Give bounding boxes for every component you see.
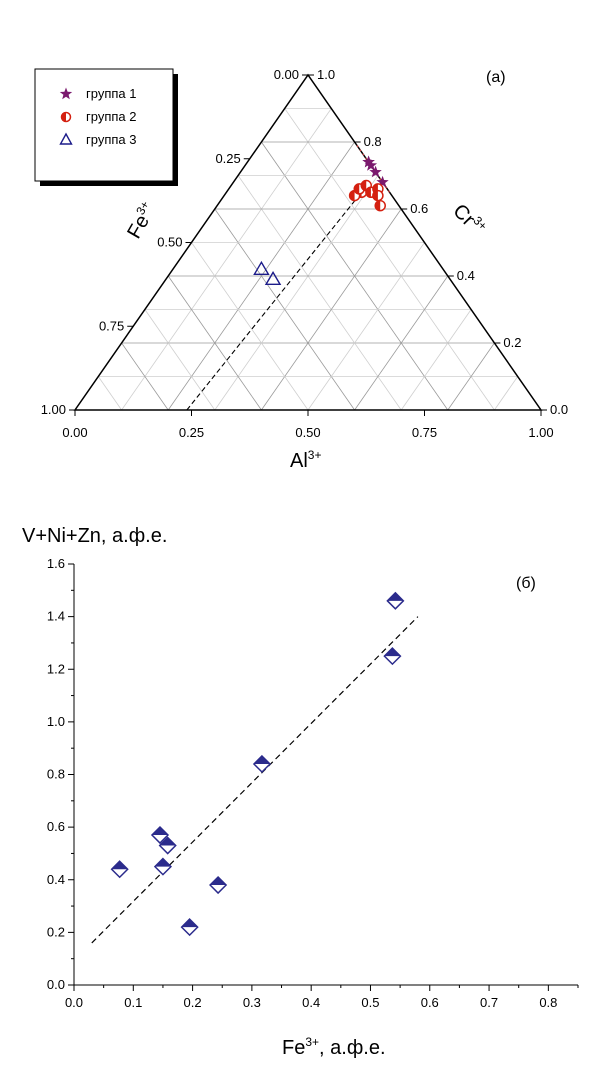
- legend-box: [34, 68, 174, 182]
- legend-label-group-2: группа 2: [86, 109, 136, 124]
- trend-line-dashed: [91, 616, 419, 944]
- y-tick-label: 0.2: [47, 924, 65, 939]
- grid-line-fe: [121, 342, 169, 411]
- x-tick-label: 0.3: [243, 995, 261, 1010]
- grid-line-al: [307, 242, 425, 411]
- al-tick-label: 0.25: [179, 425, 204, 440]
- x-tick-label: 0.7: [480, 995, 498, 1010]
- y-tick-label: 0.0: [47, 977, 65, 992]
- scatter-trend-line: [91, 616, 419, 944]
- legend: группа 1 группа 2 группа 3: [34, 68, 178, 186]
- x-tick-label: 0.1: [124, 995, 142, 1010]
- data-point: [150, 825, 170, 845]
- x-tick-label: 0.8: [539, 995, 557, 1010]
- cr-tick-label: 0.6: [410, 201, 428, 216]
- x-tick-label: 0.0: [65, 995, 83, 1010]
- point-group-2: [374, 199, 386, 212]
- y-axis-title: V+Ni+Zn, а.ф.е.: [22, 525, 167, 547]
- data-point: [383, 647, 402, 666]
- al-tick-label: 0.50: [295, 425, 320, 440]
- fe-tick-label: 0.00: [274, 67, 299, 82]
- x-tick-label: 0.2: [184, 995, 202, 1010]
- x-tick-label: 0.4: [302, 995, 320, 1010]
- grid-line-al: [494, 376, 519, 411]
- grid-line-al: [447, 342, 495, 411]
- point-group-1: [376, 175, 389, 188]
- grid-line-fe: [167, 275, 262, 411]
- data-point: [252, 754, 272, 774]
- grid-line-al: [121, 108, 332, 411]
- al-tick-label: 1.00: [528, 425, 553, 440]
- y-tick-label: 0.8: [47, 767, 65, 782]
- ternary-points: [253, 155, 389, 286]
- fe-tick-label: 1.00: [41, 402, 66, 417]
- point-group-1: [362, 155, 375, 168]
- cr-tick-label: 1.0: [317, 67, 335, 82]
- legend-entry-group-2: группа 2: [60, 109, 136, 124]
- cr-tick-label: 0.2: [503, 335, 521, 350]
- point-group-1: [364, 158, 378, 171]
- x-tick-label: 0.6: [421, 995, 439, 1010]
- data-point: [386, 591, 405, 610]
- grid-line-al: [354, 275, 449, 411]
- grid-line-fe: [284, 108, 495, 411]
- data-point: [110, 860, 129, 879]
- fe-tick-label: 0.25: [215, 151, 240, 166]
- y-tick-label: 0.6: [47, 819, 65, 834]
- panel-label-b: (б): [516, 575, 536, 592]
- cr-tick-label: 0.0: [550, 402, 568, 417]
- al-axis-title: Al3+: [290, 448, 321, 470]
- legend-label-group-3: группа 3: [86, 132, 136, 147]
- grid-line-fe: [191, 242, 309, 411]
- star-icon: [59, 87, 73, 100]
- y-tick-label: 1.2: [47, 661, 65, 676]
- scatter-points: [110, 591, 405, 937]
- scatter-axes: 0.0 0.1 0.2 0.3 0.4 0.5 0.6 0.7 0.8 0.0 0.2 0.4 0.6 0…: [47, 556, 579, 1010]
- grid-line-fe: [144, 309, 216, 411]
- legend-entry-group-3: группа 3: [59, 132, 136, 147]
- trend-line-black-dashed: [186, 191, 363, 411]
- point-group-2: [365, 186, 377, 198]
- y-tick-label: 1.0: [47, 714, 65, 729]
- al-tick-label: 0.75: [412, 425, 437, 440]
- al-tick-label: 0.00: [62, 425, 87, 440]
- grid-line-fe: [237, 175, 402, 411]
- data-point: [209, 875, 228, 895]
- data-point: [153, 857, 173, 876]
- y-tick-label: 1.4: [47, 609, 65, 624]
- point-group-3: [264, 270, 282, 286]
- legend-entry-group-1: группа 1: [59, 86, 136, 101]
- legend-label-group-1: группа 1: [86, 86, 136, 101]
- half-filled-circle-icon: [60, 111, 72, 123]
- x-axis-title: Fe3+, а.ф.е.: [282, 1035, 386, 1059]
- point-group-2: [372, 189, 384, 202]
- fe-axis-title: Fe3+: [122, 198, 161, 242]
- cr-axis-title: Cr3+: [448, 199, 490, 241]
- panel-label-a: (a): [486, 69, 506, 86]
- grid-line-fe: [97, 376, 122, 411]
- ternary-chart: 0.00 0.25 0.50 0.75 1.000.000.250.500.751.00…: [34, 67, 568, 470]
- fe-tick-label: 0.50: [157, 235, 182, 250]
- point-group-1: [369, 165, 382, 178]
- data-point: [180, 918, 199, 937]
- open-triangle-icon: [59, 132, 73, 145]
- grid-line-al: [214, 175, 379, 411]
- scatter-chart: V+Ni+Zn, а.ф.е. (б) 0.0 0.1 0.2 0.3 0.4 0.5 0.…: [22, 525, 579, 1059]
- ternary-grid: [97, 108, 519, 411]
- point-group-3: [253, 260, 270, 275]
- fe-tick-label: 0.75: [99, 318, 124, 333]
- x-tick-label: 0.5: [361, 995, 379, 1010]
- y-tick-label: 0.4: [47, 872, 65, 887]
- cr-tick-label: 0.4: [457, 268, 475, 283]
- grid-line-al: [400, 309, 472, 411]
- data-point: [158, 836, 177, 855]
- cr-tick-label: 0.8: [364, 134, 382, 149]
- ternary-ticks: 0.00 0.25 0.50 0.75 1.000.000.250.500.751.00…: [41, 67, 568, 440]
- ternary-trend-lines: [186, 145, 390, 411]
- y-tick-label: 1.6: [47, 556, 65, 571]
